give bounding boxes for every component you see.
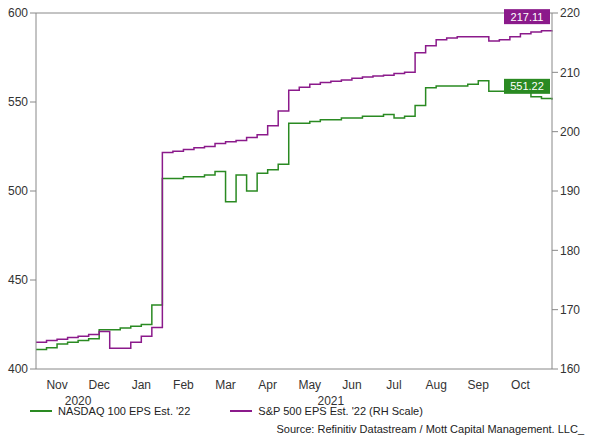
html-text:NASDAQ 100 EPS Est. '22: NASDAQ 100 EPS Est. '22 <box>58 405 191 417</box>
svg-text:Jul: Jul <box>386 378 401 392</box>
svg-text:Apr: Apr <box>258 378 277 392</box>
svg-text:450: 450 <box>8 273 28 287</box>
svg-text:180: 180 <box>560 244 580 258</box>
svg-text:Jun: Jun <box>342 378 361 392</box>
svg-text:Sep: Sep <box>468 378 490 392</box>
svg-text:220: 220 <box>560 6 580 20</box>
svg-text:550: 550 <box>8 95 28 109</box>
svg-text:160: 160 <box>560 362 580 376</box>
svg-text:2020: 2020 <box>65 394 92 405</box>
html-text:Source: Refinitiv Datastream /: Source: Refinitiv Datastream / Mott Capi… <box>276 423 584 435</box>
svg-text:600: 600 <box>8 6 28 20</box>
svg-text:Mar: Mar <box>215 378 236 392</box>
svg-text:Aug: Aug <box>425 378 446 392</box>
svg-text:Feb: Feb <box>173 378 194 392</box>
html-text:S&P 500 EPS Est. '22 (RH Scale: S&P 500 EPS Est. '22 (RH Scale) <box>258 405 423 417</box>
svg-text:190: 190 <box>560 184 580 198</box>
svg-text:Nov: Nov <box>46 378 67 392</box>
svg-text:Oct: Oct <box>511 378 530 392</box>
svg-text:200: 200 <box>560 125 580 139</box>
svg-text:Jan: Jan <box>132 378 151 392</box>
svg-text:217.11: 217.11 <box>511 11 544 23</box>
svg-text:Dec: Dec <box>89 378 110 392</box>
svg-text:2021: 2021 <box>318 394 345 405</box>
svg-text:May: May <box>298 378 321 392</box>
svg-text:210: 210 <box>560 66 580 80</box>
svg-text:551.22: 551.22 <box>510 80 544 92</box>
svg-text:400: 400 <box>8 362 28 376</box>
svg-text:170: 170 <box>560 303 580 317</box>
svg-text:500: 500 <box>8 184 28 198</box>
